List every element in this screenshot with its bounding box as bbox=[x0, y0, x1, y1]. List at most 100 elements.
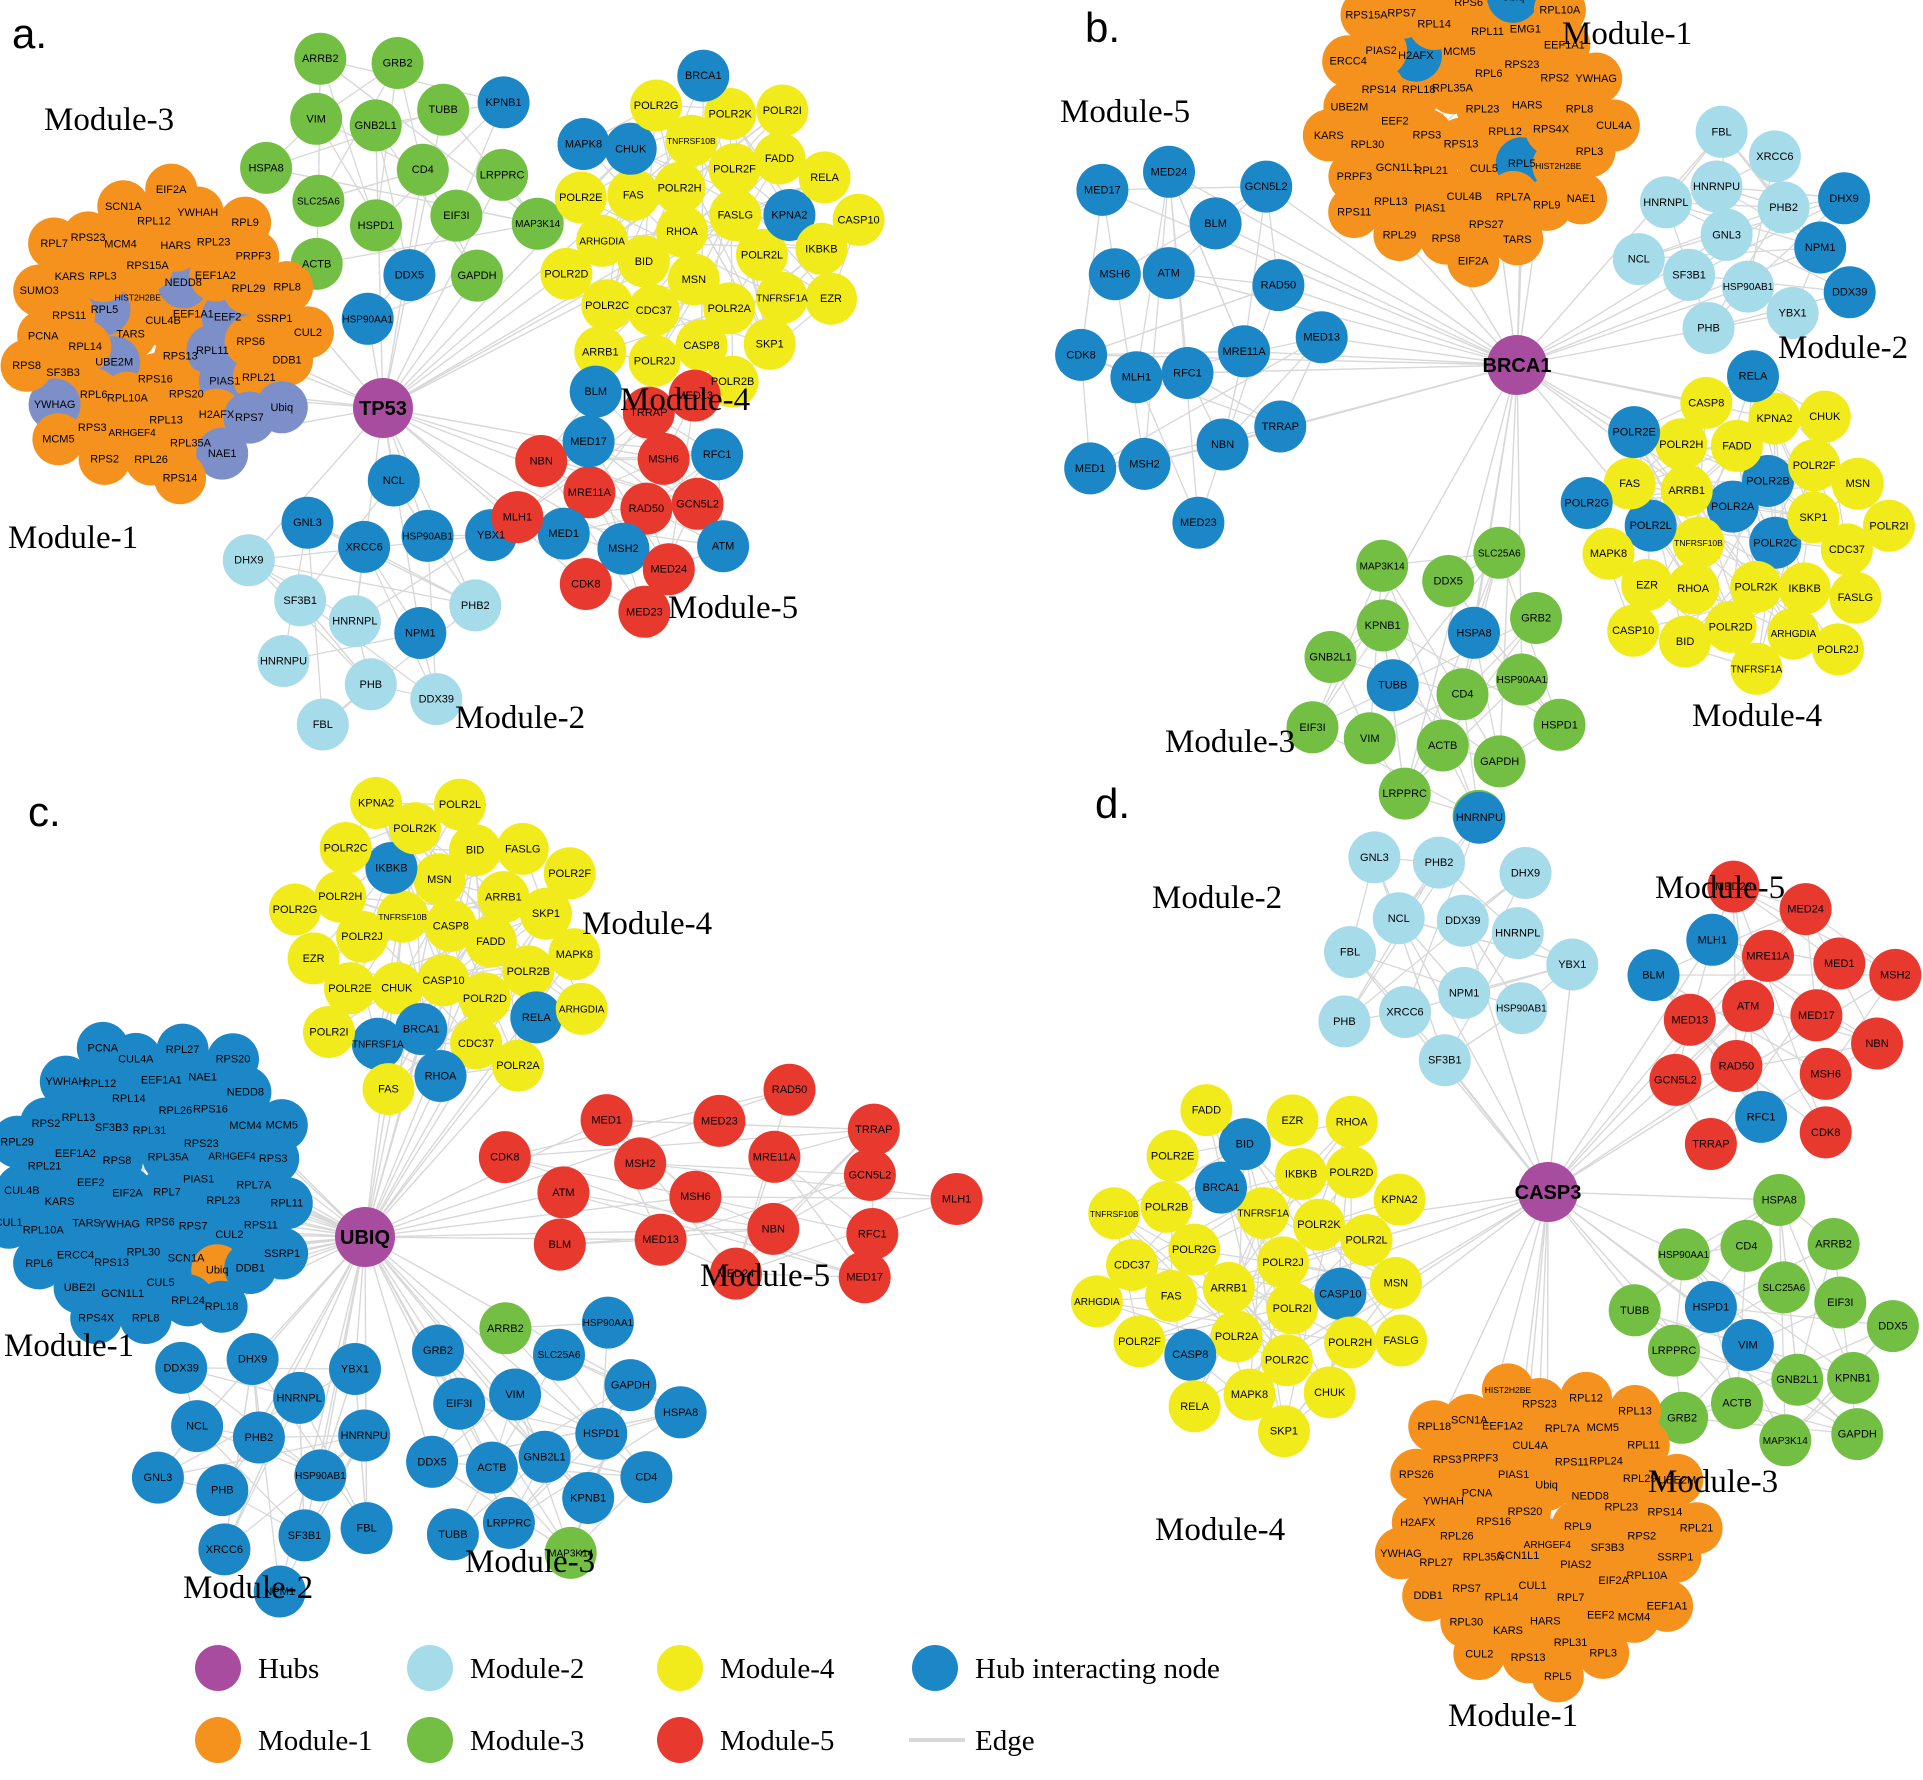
module-label-c-module-1: Module-1 bbox=[4, 1328, 134, 1364]
node-label: GCN1L1 bbox=[101, 1288, 144, 1300]
node-label: RPL27 bbox=[1419, 1557, 1453, 1569]
node-label: MSH2 bbox=[1880, 969, 1911, 981]
node-label: SF3B3 bbox=[46, 367, 80, 379]
node-label: SSRP1 bbox=[1657, 1551, 1693, 1563]
node-label: POLR2I bbox=[1869, 520, 1908, 532]
node-label: PHB bbox=[211, 1485, 234, 1497]
node-label: NBN bbox=[1865, 1038, 1888, 1050]
node-label: RPL6 bbox=[25, 1258, 53, 1270]
module-label-b-module-5: Module-5 bbox=[1060, 94, 1190, 130]
node-label: RELA bbox=[1180, 1401, 1209, 1413]
node-label: ACTB bbox=[477, 1462, 506, 1474]
node-label: EEF1A1 bbox=[173, 309, 214, 321]
node-label: ATM bbox=[1157, 268, 1179, 280]
node-label: POLR2K bbox=[1734, 581, 1778, 593]
node-label: KPNA2 bbox=[771, 210, 807, 222]
node-label: GNL3 bbox=[1360, 852, 1389, 864]
node-label: SF3B1 bbox=[1672, 269, 1706, 281]
node-label: POLR2G bbox=[634, 100, 679, 112]
node-label: RPL10A bbox=[23, 1224, 65, 1236]
node-label: RPL7 bbox=[40, 238, 68, 250]
node-label: RPS8 bbox=[1432, 233, 1461, 245]
node-label: RPL29 bbox=[0, 1136, 34, 1148]
node-label: POLR2K bbox=[393, 823, 437, 835]
node-label: ARRB2 bbox=[302, 53, 339, 65]
node-label: MLH1 bbox=[503, 512, 532, 524]
node-label: HNRNPU bbox=[260, 656, 307, 668]
node-label: POLR2E bbox=[1612, 427, 1655, 439]
node-label: ACTB bbox=[1428, 740, 1457, 752]
node-label: GNB2L1 bbox=[523, 1451, 565, 1463]
node-label: DHX9 bbox=[1511, 868, 1540, 880]
node-label: EEF2 bbox=[214, 312, 242, 324]
node-label: RPL13 bbox=[62, 1112, 96, 1124]
node-label: BLM bbox=[584, 386, 607, 398]
node-label: HSPA8 bbox=[248, 162, 283, 174]
node-label: POLR2H bbox=[318, 891, 362, 903]
node-label: RPL26 bbox=[1440, 1531, 1474, 1543]
node-label: BLM bbox=[548, 1239, 571, 1251]
node-label: CUL4A bbox=[1512, 1440, 1548, 1452]
node-label: RELA bbox=[1739, 371, 1768, 383]
node-label: MRE11A bbox=[1746, 950, 1790, 962]
node-label: RPS3 bbox=[259, 1153, 288, 1165]
node-label: HSPA8 bbox=[1456, 627, 1491, 639]
node-label: HSPA8 bbox=[663, 1407, 698, 1419]
node-label: SF3B1 bbox=[288, 1530, 322, 1542]
node-label: PHB bbox=[1697, 323, 1720, 335]
node-label: TRRAP bbox=[1262, 421, 1299, 433]
hub-label: TP53 bbox=[359, 398, 407, 420]
node-label: RPL9 bbox=[1533, 199, 1561, 211]
module-label-b-module-4: Module-4 bbox=[1692, 698, 1822, 734]
node-label: POLR2B bbox=[507, 966, 550, 978]
node-label: RPL13 bbox=[149, 415, 183, 427]
module-label-c-module-5: Module-5 bbox=[700, 1258, 830, 1294]
node-label: MSH6 bbox=[1100, 269, 1131, 281]
node-label: RPL35A bbox=[170, 438, 212, 450]
node-label: FBL bbox=[1712, 126, 1732, 138]
node-label: MCM4 bbox=[229, 1120, 261, 1132]
node-label: RPS23 bbox=[1522, 1399, 1557, 1411]
node-label: TNFRSF1A bbox=[756, 293, 808, 304]
node-label: ARHGEF4 bbox=[108, 428, 156, 439]
node-label: HSPD1 bbox=[1693, 1302, 1730, 1314]
node-label: FASLG bbox=[718, 210, 753, 222]
node-label: YWHAH bbox=[1423, 1496, 1464, 1508]
node-label: RELA bbox=[522, 1012, 551, 1024]
node-label: MSH2 bbox=[608, 543, 639, 555]
node-label: YWHAH bbox=[45, 1076, 86, 1088]
node-label: TNFRSF10B bbox=[1090, 1209, 1139, 1219]
node-label: HSP90AB1 bbox=[1496, 1004, 1547, 1015]
legend-swatch-hi bbox=[912, 1645, 958, 1691]
node-label: POLR2K bbox=[1297, 1219, 1341, 1231]
node-label: POLR2D bbox=[1709, 621, 1753, 633]
node-label: RPL13 bbox=[1374, 196, 1408, 208]
node-label: YWHAG bbox=[34, 399, 76, 411]
node-label: POLR2C bbox=[1753, 537, 1797, 549]
node-label: SLC25A6 bbox=[1478, 548, 1521, 559]
node-label: POLR2A bbox=[1711, 501, 1755, 513]
node-label: ARHGDIA bbox=[1074, 1297, 1120, 1308]
node-label: POLR2I bbox=[309, 1027, 348, 1039]
node-label: POLR2J bbox=[341, 931, 383, 943]
node-label: VIM bbox=[306, 113, 326, 125]
node-label: SCN1A bbox=[1451, 1415, 1488, 1427]
node-label: CD4 bbox=[1735, 1240, 1757, 1252]
node-label: YBX1 bbox=[1779, 308, 1807, 320]
legend-swatch-m3 bbox=[407, 1717, 453, 1763]
node-label: NPM1 bbox=[405, 628, 436, 640]
node-label: H2AFX bbox=[199, 409, 235, 421]
node-label: RPS4X bbox=[1533, 124, 1570, 136]
node-label: POLR2L bbox=[1630, 520, 1672, 532]
node-label: RELA bbox=[810, 172, 839, 184]
module-label-c-module-2: Module-2 bbox=[183, 1570, 313, 1606]
node-label: KPNB1 bbox=[1835, 1373, 1871, 1385]
node-label: MRE11A bbox=[568, 487, 612, 499]
node-label: RPL9 bbox=[1564, 1521, 1592, 1533]
node-label: LRPPRC bbox=[480, 169, 525, 181]
node-label: POLR2L bbox=[741, 249, 783, 261]
node-label: MAPK8 bbox=[565, 139, 602, 151]
node-label: PRPF3 bbox=[236, 250, 271, 262]
node-label: MSH6 bbox=[680, 1191, 711, 1203]
node-label: UBE2M bbox=[95, 357, 133, 369]
